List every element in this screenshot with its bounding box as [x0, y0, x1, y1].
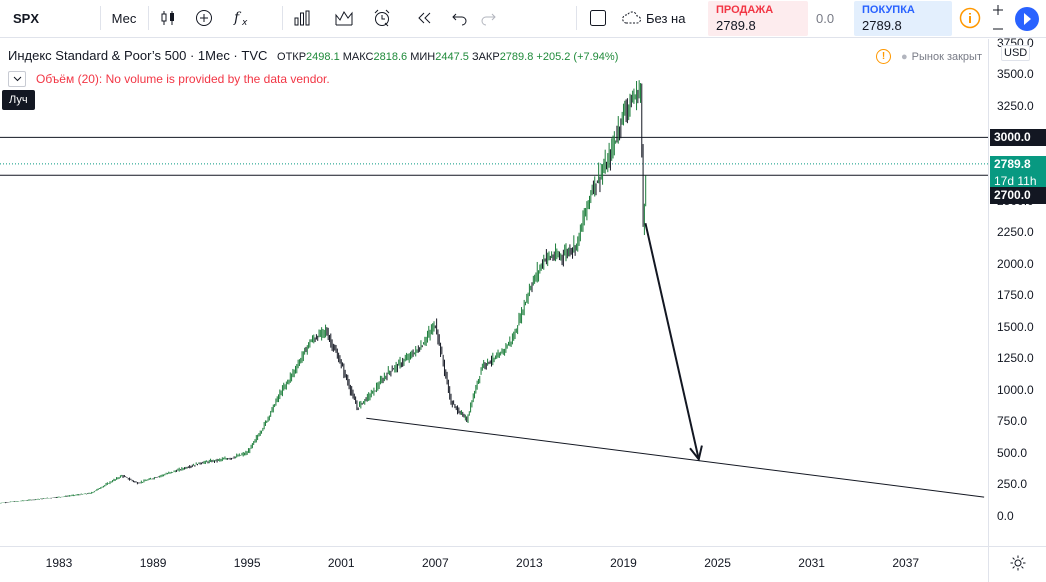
- chart-pane[interactable]: Индекс Standard & Poor’s 500 · 1Мес · TV…: [0, 39, 988, 546]
- svg-text:f: f: [233, 10, 242, 26]
- price-chart[interactable]: [0, 39, 988, 546]
- compare-add-icon[interactable]: [190, 4, 218, 32]
- time-tick-label: 2013: [516, 556, 543, 570]
- replay-icon[interactable]: [410, 4, 438, 32]
- toolbar-divider: [282, 6, 283, 30]
- currency-label[interactable]: USD: [1001, 45, 1031, 61]
- candles-group: [0, 80, 647, 504]
- time-tick-label: 2001: [327, 556, 355, 570]
- price-tick-label: 250.0: [997, 477, 1028, 492]
- scale-corner: [988, 546, 1046, 582]
- price-tick-label: 1000.0: [997, 382, 1034, 397]
- market-status-text: Рынок закрыт: [911, 50, 982, 63]
- price-scale[interactable]: 3750.03500.03250.03000.02750.02500.02250…: [988, 36, 1046, 546]
- line-upper-price-tag: 3000.0: [990, 129, 1046, 147]
- countdown-tag: 17d 11h: [990, 172, 1046, 190]
- buy-price: 2789.8: [862, 18, 902, 33]
- last-price-tag: 2789.8: [990, 155, 1046, 173]
- settings-gear-icon[interactable]: [1009, 554, 1027, 577]
- toolbar-divider: [100, 6, 101, 30]
- alert-clock-icon[interactable]: [368, 4, 396, 32]
- sell-button[interactable]: ПРОДАЖА 2789.8: [708, 1, 808, 36]
- buy-label: ПОКУПКА: [862, 4, 915, 16]
- low-value: 2447.5: [435, 51, 469, 63]
- support-ray-line: [366, 417, 985, 498]
- broker-button[interactable]: Без на: [620, 4, 700, 32]
- exclamation-icon[interactable]: !: [876, 49, 891, 64]
- trade-panel: ПРОДАЖА 2789.8 0.0 ПОКУПКА 2789.8: [708, 0, 984, 38]
- ray-tooltip: Луч: [2, 90, 35, 110]
- sell-price: 2789.8: [716, 18, 756, 33]
- symbol-search-button[interactable]: SPX: [12, 10, 39, 26]
- close-label: ЗАКР: [471, 51, 500, 63]
- open-label: ОТКР: [277, 51, 307, 63]
- toolbar-divider: [576, 6, 577, 30]
- series-legend: Индекс Standard & Poor’s 500 · 1Мес · TV…: [8, 48, 618, 63]
- price-tick-label: 500.0: [997, 445, 1028, 460]
- zoom-out-icon[interactable]: [988, 19, 1008, 38]
- time-tick-label: 1983: [45, 556, 73, 570]
- chart-style-candles-icon[interactable]: [154, 4, 182, 32]
- time-tick-label: 1995: [233, 556, 261, 570]
- price-tick-label: 750.0: [997, 414, 1028, 429]
- undo-icon[interactable]: [446, 4, 474, 32]
- change-value: +205.2 (+7.94%): [536, 51, 619, 63]
- spread-value: 0.0: [816, 11, 835, 26]
- buy-button[interactable]: ПОКУПКА 2789.8: [854, 1, 952, 36]
- high-label: МАКС: [342, 51, 374, 63]
- select-checkbox-icon[interactable]: [584, 4, 612, 32]
- price-tick-label: 2000.0: [997, 256, 1034, 271]
- high-value: 2818.6: [373, 51, 408, 63]
- time-tick-label: 2019: [610, 556, 637, 570]
- volume-legend: Объём (20): No volume is provided by the…: [8, 71, 330, 87]
- close-value: 2789.8: [499, 51, 534, 63]
- layout-icon[interactable]: [330, 4, 358, 32]
- line-lower-price-tag: 2700.0: [990, 187, 1046, 205]
- toolbar-divider: [148, 6, 149, 30]
- symbol-title: Индекс Standard & Poor’s 500 · 1Мес · TV…: [8, 48, 268, 63]
- zoom-in-icon[interactable]: [988, 0, 1008, 19]
- info-icon[interactable]: [958, 4, 982, 32]
- cloud-icon: [620, 10, 642, 26]
- time-tick-label: 2037: [892, 556, 920, 570]
- svg-text:x: x: [241, 18, 248, 27]
- arrow-shaft: [644, 222, 700, 460]
- time-tick-label: 1989: [139, 556, 167, 570]
- price-tick-label: 0.0: [997, 509, 1014, 523]
- low-label: МИН: [410, 51, 436, 63]
- chevron-down-icon[interactable]: [8, 71, 26, 87]
- price-tick-label: 1250.0: [997, 351, 1034, 366]
- ohlc-values: ОТКР2498.1 МАКС2818.6 МИН2447.5 ЗАКР2789…: [277, 51, 618, 63]
- time-tick-label: 2007: [421, 556, 449, 570]
- arrow-head: [689, 445, 703, 462]
- open-value: 2498.1: [306, 51, 340, 63]
- price-tick-label: 1750.0: [997, 288, 1034, 303]
- market-status: ! ● Рынок закрыт: [876, 49, 982, 64]
- time-tick-label: 2031: [798, 556, 825, 570]
- status-dot-icon: ●: [901, 50, 908, 63]
- play-forward-icon[interactable]: [1012, 4, 1042, 34]
- sell-label: ПРОДАЖА: [716, 4, 774, 16]
- price-tick-label: 2250.0: [997, 225, 1034, 240]
- interval-button[interactable]: Мес: [111, 10, 137, 26]
- broker-label: Без на: [646, 10, 686, 26]
- price-tick-label: 1500.0: [997, 319, 1034, 334]
- price-tick-label: 3500.0: [997, 67, 1034, 82]
- volume-message: Объём (20): No volume is provided by the…: [36, 72, 330, 86]
- time-scale[interactable]: 1983 1989 1995 2001 2007 2013 2019 2025 2031 2037: [0, 546, 988, 582]
- redo-icon[interactable]: [474, 4, 502, 32]
- price-tick-label: 3250.0: [997, 98, 1034, 113]
- templates-icon[interactable]: [288, 4, 316, 32]
- time-tick-label: 2025: [704, 556, 731, 570]
